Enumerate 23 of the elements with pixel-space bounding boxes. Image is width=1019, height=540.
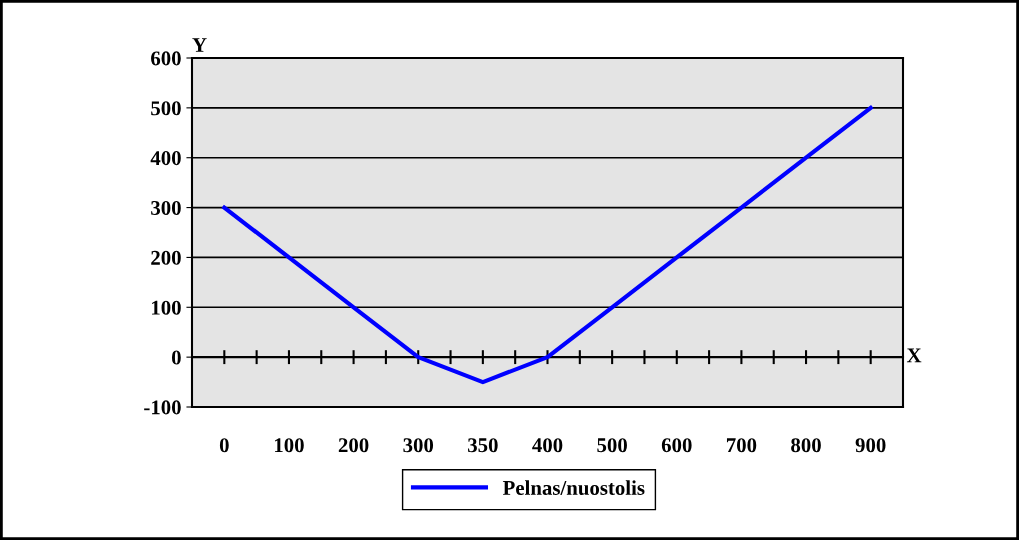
y-tick-label: 500	[151, 101, 181, 116]
x-tick-label: 300	[403, 438, 434, 453]
x-tick-label: 800	[791, 438, 821, 453]
y-tick-label: 300	[151, 200, 181, 215]
legend-label: Pelnas/nuostolis	[502, 480, 645, 495]
x-tick-label: 700	[726, 438, 757, 453]
y-axis-title: Y	[192, 38, 207, 52]
y-tick-label: 200	[151, 250, 181, 265]
y-tick-label: 400	[150, 151, 181, 166]
x-tick-label: 0	[219, 438, 229, 453]
y-tick-label: 600	[151, 51, 181, 66]
x-tick-label: 500	[597, 438, 627, 453]
x-axis-title: X	[906, 348, 922, 363]
x-tick-label: 600	[661, 438, 692, 453]
x-tick-label: 350	[468, 438, 498, 453]
line-series	[222, 105, 873, 385]
y-tick-label: -100	[144, 400, 181, 415]
x-tick-label: 400	[532, 438, 563, 453]
x-tick-label: 200	[338, 438, 369, 453]
y-tick-label: 100	[152, 300, 181, 315]
x-tick-label: 900	[855, 438, 886, 453]
y-tick-label: 0	[171, 350, 181, 365]
x-tick-label: 100	[275, 438, 304, 453]
